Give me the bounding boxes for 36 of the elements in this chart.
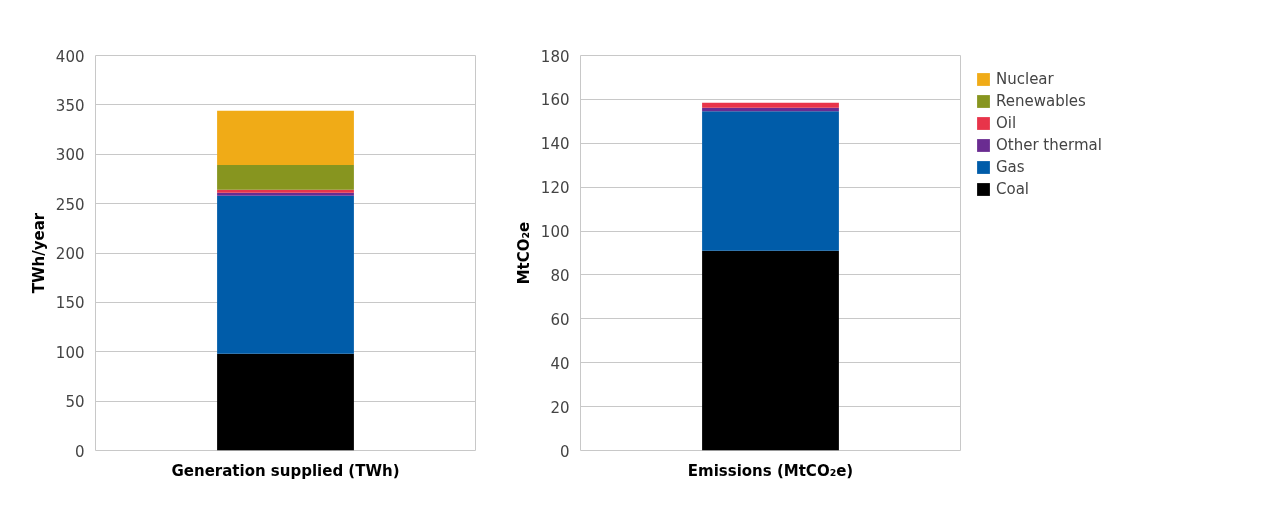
y-tick-label: 300 <box>55 146 85 165</box>
bar <box>217 353 354 451</box>
y-tick-label: 100 <box>540 223 570 242</box>
y-tick-label: 140 <box>540 135 570 154</box>
legend-label: Gas <box>996 158 1025 176</box>
y-tick-label: 0 <box>559 442 570 461</box>
y-tick-label: 120 <box>540 179 570 198</box>
y-tick-label: 40 <box>550 354 570 373</box>
y-tick-label: 350 <box>55 96 85 115</box>
y-axis-title: TWh/year <box>29 212 48 294</box>
y-tick-label: 80 <box>550 266 570 285</box>
legend-label: Nuclear <box>996 70 1054 88</box>
bar <box>217 195 354 354</box>
legend-label: Coal <box>996 180 1030 198</box>
bar <box>702 111 839 251</box>
y-tick-label: 20 <box>550 398 570 417</box>
x-axis-title: Generation supplied (TWh) <box>171 461 400 480</box>
legend-label: Renewables <box>996 92 1086 110</box>
y-tick-label: 160 <box>540 91 570 110</box>
y-tick-label: 150 <box>55 294 85 313</box>
y-tick-label: 200 <box>55 245 85 263</box>
legend-label: Oil <box>996 114 1017 132</box>
bar <box>217 110 354 166</box>
y-tick-label: 100 <box>55 343 85 362</box>
bar <box>217 165 354 190</box>
bar <box>702 250 839 451</box>
y-tick-label: 60 <box>550 310 570 329</box>
y-tick-label: 50 <box>65 393 85 412</box>
legend-label: Other thermal <box>996 136 1102 154</box>
y-axis-title: MtCO₂e <box>514 221 533 285</box>
bar <box>702 102 839 108</box>
x-axis-title: Emissions (MtCO₂e) <box>687 461 854 480</box>
y-tick-label: 180 <box>540 47 570 66</box>
y-tick-label: 250 <box>55 195 85 214</box>
y-tick-label: 0 <box>74 442 85 461</box>
y-tick-label: 400 <box>55 47 85 66</box>
